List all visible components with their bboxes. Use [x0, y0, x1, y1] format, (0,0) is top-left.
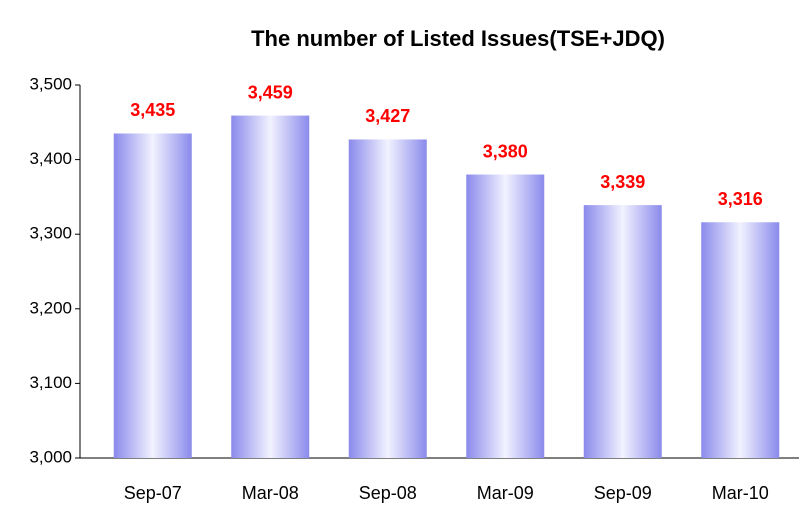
x-tick-label: Mar-09	[477, 483, 534, 503]
y-tick-label: 3,100	[29, 373, 72, 392]
y-tick-label: 3,000	[29, 447, 72, 466]
value-label: 3,427	[365, 106, 410, 126]
value-label: 3,380	[483, 141, 528, 161]
bar	[701, 222, 780, 458]
x-tick-label: Mar-10	[712, 483, 769, 503]
y-tick-label: 3,500	[29, 74, 72, 93]
x-tick-label: Sep-08	[359, 483, 417, 503]
bar	[466, 174, 545, 458]
x-tick-label: Sep-07	[124, 483, 182, 503]
value-label: 3,435	[130, 100, 175, 120]
value-label: 3,339	[600, 172, 645, 192]
y-tick-label: 3,300	[29, 224, 72, 243]
bar	[583, 205, 662, 458]
x-tick-label: Sep-09	[594, 483, 652, 503]
y-tick-label: 3,200	[29, 298, 72, 317]
value-label: 3,316	[718, 189, 763, 209]
bar	[113, 133, 192, 459]
x-tick-label: Mar-08	[242, 483, 299, 503]
y-tick-label: 3,400	[29, 149, 72, 168]
chart-title: The number of Listed Issues(TSE+JDQ)	[251, 26, 665, 51]
bar	[231, 115, 310, 458]
value-label: 3,459	[248, 82, 293, 102]
bar	[348, 139, 427, 458]
